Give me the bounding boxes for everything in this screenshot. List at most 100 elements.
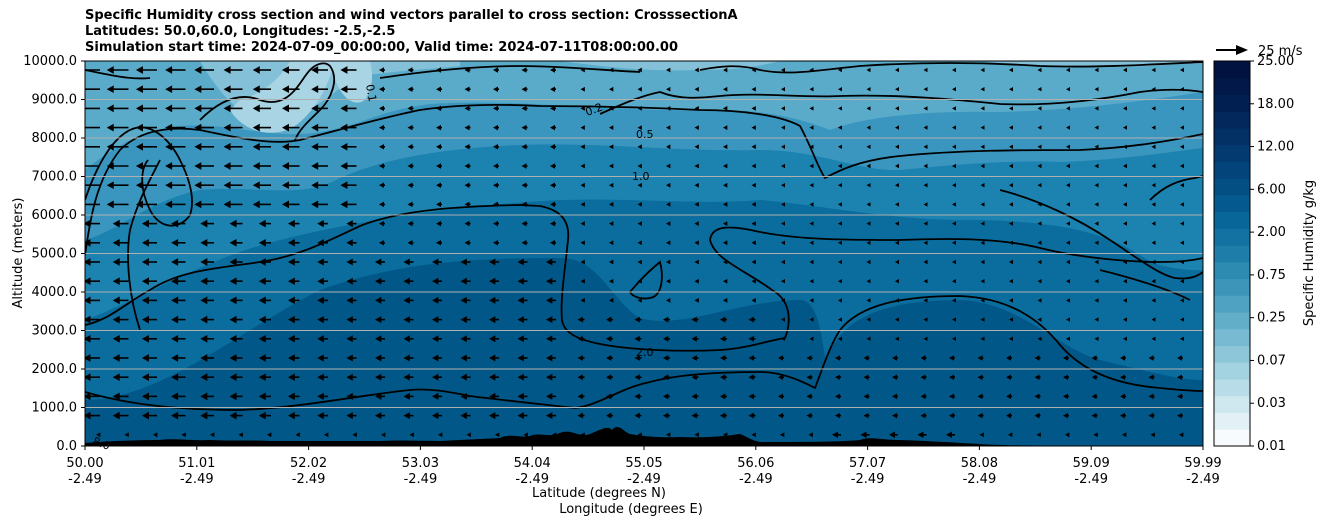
wind-vector-arrow <box>106 200 129 209</box>
wind-vector-arrow <box>751 202 756 207</box>
wind-vector-arrow <box>952 221 956 226</box>
wind-vector-arrow <box>1009 106 1013 111</box>
colorbar-segment <box>1214 245 1250 263</box>
x-tick-label-lon: -2.49 <box>404 472 438 487</box>
wind-vector-arrow <box>550 124 556 131</box>
wind-vector-arrow <box>923 183 928 188</box>
wind-vector-arrow <box>1066 183 1070 188</box>
wind-vector-arrow <box>517 392 528 400</box>
wind-vector-arrow <box>1177 393 1183 400</box>
wind-vector-arrow <box>1037 221 1042 226</box>
wind-vector-arrow <box>949 412 955 419</box>
colorbar-segment <box>1214 429 1250 447</box>
wind-vector-arrow <box>1094 144 1099 149</box>
wind-vector-arrow <box>281 200 300 209</box>
wind-vector-arrow <box>317 219 328 228</box>
wind-vector-arrow <box>200 219 214 228</box>
wind-vector-arrow <box>952 259 956 265</box>
x-tick-label-lon: -2.49 <box>180 472 214 487</box>
wind-vector-arrow <box>663 316 670 323</box>
wind-vector-arrow <box>1009 125 1013 130</box>
wind-vector-arrow <box>751 432 756 438</box>
wind-vector-arrow <box>977 393 984 400</box>
wind-vector-arrow <box>464 105 471 112</box>
wind-vector-arrow <box>1091 374 1098 380</box>
wind-vector-arrow <box>141 392 157 401</box>
wind-vector-arrow <box>838 183 842 188</box>
wind-vector-arrow <box>694 125 699 130</box>
title-line-2: Latitudes: 50.0,60.0, Longitudes: -2.5,-… <box>85 24 396 39</box>
wind-vector-arrow <box>980 240 985 245</box>
wind-vector-arrow <box>666 106 671 111</box>
wind-vector-arrow <box>165 123 186 132</box>
wind-vector-arrow <box>550 86 556 92</box>
wind-vector-arrow <box>1177 355 1183 361</box>
wind-vector-arrow <box>85 411 100 420</box>
wind-vector-arrow <box>691 355 699 361</box>
wind-vector-arrow <box>637 278 642 284</box>
wind-vector-arrow <box>980 279 985 284</box>
wind-vector-arrow <box>229 219 243 228</box>
wind-vector-arrow <box>1066 202 1070 207</box>
wind-vector-arrow <box>165 181 186 190</box>
wind-vector-arrow <box>781 259 785 265</box>
wind-vector-arrow <box>666 259 671 265</box>
wind-vector-arrow <box>1123 279 1127 284</box>
wind-vector-arrow <box>171 238 186 247</box>
wind-vector-arrow <box>521 240 528 246</box>
wind-vector-arrow <box>1094 336 1099 341</box>
wind-vector-arrow <box>781 279 785 284</box>
wind-vector-arrow <box>85 354 100 362</box>
wind-vector-arrow <box>287 373 300 381</box>
wind-vector-arrow <box>866 125 871 130</box>
colorbar-tick-label: 25.00 <box>1257 54 1294 69</box>
wind-vector-arrow <box>438 432 443 438</box>
wind-vector-arrow <box>85 258 100 266</box>
wind-vector-arrow <box>980 202 985 207</box>
wind-vector-arrow <box>980 317 985 322</box>
contour-line-inner-high <box>1149 175 1203 201</box>
wind-vector-arrow <box>517 316 528 324</box>
y-tick-label: 7000.0 <box>32 170 78 185</box>
wind-vector-arrow <box>1180 259 1184 265</box>
wind-vector-arrow <box>521 86 528 92</box>
x-tick-label-lat: 59.09 <box>1073 456 1110 471</box>
wind-vector-arrow <box>267 432 272 438</box>
wind-vector-arrow <box>691 335 699 342</box>
wind-vector-arrow <box>580 163 585 169</box>
wind-vector-arrow <box>546 296 556 304</box>
wind-vector-arrow <box>436 67 442 73</box>
wind-vector-arrow <box>489 392 499 400</box>
wind-vector-arrow <box>666 163 671 169</box>
wind-vector-arrow <box>609 298 614 303</box>
colorbar-tick-label: 12.00 <box>1257 140 1294 155</box>
wind-vector-arrow <box>809 67 814 73</box>
wind-vector-arrow <box>1009 279 1013 284</box>
wind-vector-arrow <box>1151 163 1156 169</box>
wind-vector-arrow <box>436 240 442 246</box>
wind-vector-arrow <box>780 432 785 438</box>
wind-vector-arrow <box>895 106 899 111</box>
wind-vector-arrow <box>866 163 871 169</box>
wind-vector-arrow <box>694 240 699 246</box>
wind-vector-arrow <box>606 335 613 342</box>
x-tick-label-lat: 50.00 <box>66 456 103 471</box>
wind-vector-arrow <box>141 296 157 305</box>
wind-vector-arrow <box>838 221 842 226</box>
colorbar-segment <box>1214 379 1250 397</box>
contour-label-2.0: 2.0 <box>636 346 654 359</box>
wind-vector-arrow <box>1209 125 1213 129</box>
wind-vector-arrow <box>194 123 214 132</box>
wind-vector-arrow <box>980 336 985 341</box>
wind-vector-arrow <box>866 279 871 284</box>
wind-vector-arrow <box>550 163 556 169</box>
wind-vector-arrow <box>379 163 385 169</box>
wind-vector-arrow <box>781 336 785 341</box>
wind-vector-arrow <box>379 220 385 227</box>
colorbar-segment <box>1214 345 1250 363</box>
wind-vector-arrow <box>949 393 955 400</box>
wind-vector-arrow <box>436 182 442 188</box>
wind-vector-arrow <box>1093 432 1098 438</box>
colorbar-segment <box>1214 228 1250 246</box>
wind-vector-arrow <box>1150 432 1155 438</box>
